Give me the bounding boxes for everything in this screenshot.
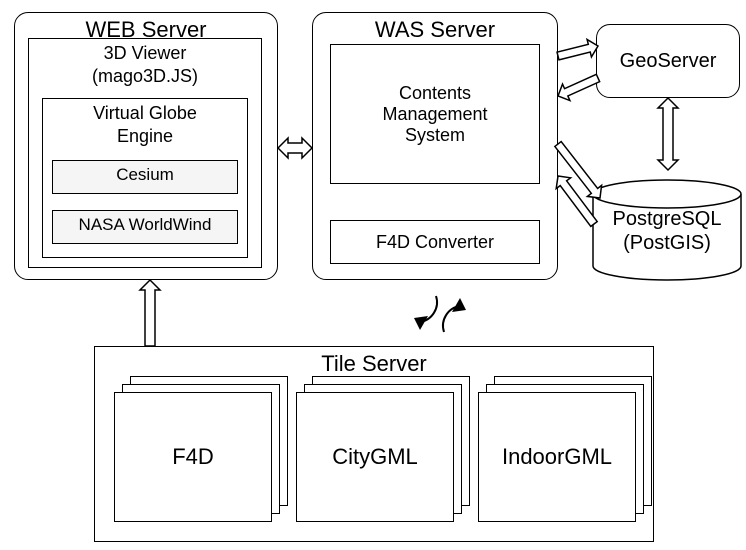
cesium-box: Cesium: [52, 160, 238, 194]
f4d-converter-label: F4D Converter: [376, 232, 494, 253]
geoserver-label: GeoServer: [620, 50, 717, 73]
postgresql-label-2: (PostGIS): [592, 232, 742, 255]
stack-front: CityGML: [296, 392, 454, 522]
stack-front: IndoorGML: [478, 392, 636, 522]
f4d-converter-box: F4D Converter: [330, 220, 540, 264]
worldwind-box: NASA WorldWind: [52, 210, 238, 244]
was-server-title: WAS Server: [375, 13, 495, 45]
stack-label: CityGML: [332, 444, 418, 470]
viewer-line2: (mago3D.JS): [92, 62, 198, 89]
worldwind-label: NASA WorldWind: [79, 211, 212, 237]
geoserver-box: GeoServer: [596, 24, 740, 98]
cms-line2: Management: [382, 104, 487, 125]
tile-server-title: Tile Server: [321, 347, 427, 379]
stack-label: F4D: [172, 444, 214, 470]
cms-line1: Contents: [399, 83, 471, 104]
cesium-label: Cesium: [116, 161, 174, 187]
postgresql-cylinder: PostgreSQL(PostGIS): [592, 180, 742, 280]
cms-box: Contents Management System: [330, 44, 540, 184]
postgresql-label-1: PostgreSQL: [592, 208, 742, 231]
cms-line3: System: [405, 125, 465, 146]
globe-line2: Engine: [117, 122, 173, 149]
stack-front: F4D: [114, 392, 272, 522]
stack-label: IndoorGML: [502, 444, 612, 470]
